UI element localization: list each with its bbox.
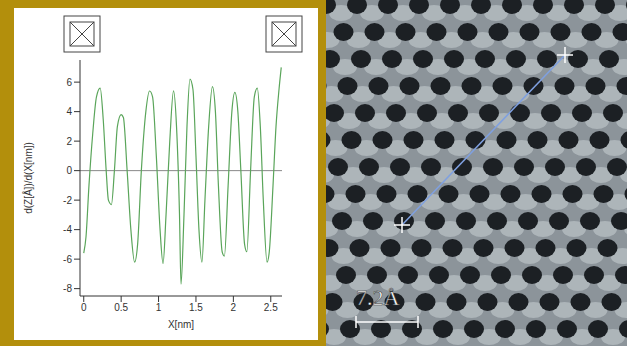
svg-text:-2: -2 [63, 195, 72, 206]
svg-text:1: 1 [156, 302, 162, 313]
svg-text:0: 0 [66, 165, 72, 176]
svg-text:2.5: 2.5 [264, 302, 278, 313]
svg-text:X[nm]: X[nm] [168, 319, 194, 330]
svg-text:6: 6 [66, 77, 72, 88]
svg-text:4: 4 [66, 106, 72, 117]
svg-text:-4: -4 [63, 224, 72, 235]
svg-text:-6: -6 [63, 254, 72, 265]
svg-text:-8: -8 [63, 283, 72, 294]
svg-text:2: 2 [231, 302, 237, 313]
svg-text:d(Z[Å])/d(X[nm]): d(Z[Å])/d(X[nm]) [22, 142, 34, 214]
svg-text:0: 0 [81, 302, 87, 313]
svg-text:0.5: 0.5 [114, 302, 128, 313]
svg-text:1.5: 1.5 [189, 302, 203, 313]
svg-text:2: 2 [66, 136, 72, 147]
svg-text:7.2Å: 7.2Å [356, 285, 400, 310]
